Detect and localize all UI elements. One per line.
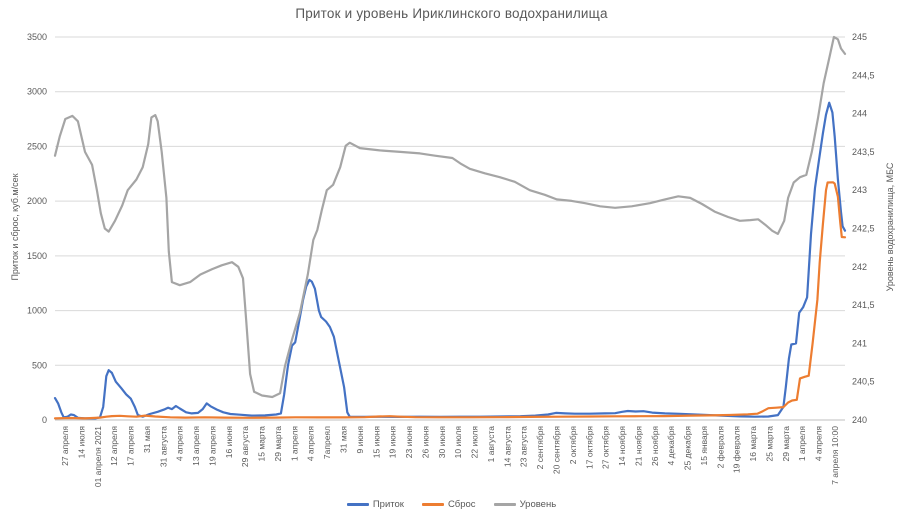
left-axis-tick-label: 1500 (27, 251, 47, 261)
left-axis-title: Приток и сброс, куб.м/сек (10, 173, 20, 281)
x-axis-tick-label: 31 августа (158, 426, 168, 467)
x-axis-tick-label: 17 октября (584, 426, 594, 469)
level-line-swatch (493, 503, 516, 506)
x-axis-tick-label: 25 марта (764, 426, 774, 462)
legend-label-inflow: Приток (372, 499, 404, 510)
x-axis-tick-label: 26 ноября (650, 426, 660, 466)
x-axis-tick-label: 2 февраля (715, 426, 725, 469)
x-axis-tick-label: 7апреял (322, 426, 332, 459)
series-line-Уровень (53, 35, 847, 399)
x-axis-tick-label: 14 августа (502, 426, 512, 467)
right-axis-title: Уровень водохранилища, МБС (885, 162, 895, 292)
x-axis-tick-label: 1 августа (486, 426, 496, 463)
x-axis-tick-label: 16 марта (748, 426, 758, 462)
x-axis-tick-label: 19 февраля (732, 426, 742, 473)
x-axis-tick-label: 25 декабря (683, 426, 693, 471)
x-axis-tick-label: 31 мая (142, 426, 152, 453)
x-axis-tick-label: 4 апреля (306, 426, 316, 462)
x-axis-tick-label: 21 ноября (633, 426, 643, 466)
x-axis-tick-label: 10 июля (453, 426, 463, 459)
x-axis-tick-label: 2 сентября (535, 426, 545, 470)
x-axis-tick-label: 01 апреля 2021 (93, 426, 103, 487)
x-axis-tick-label: 20 сентября (551, 426, 561, 474)
x-axis-tick-label: 12 апреля (109, 426, 119, 466)
right-axis-tick-label: 241 (852, 338, 867, 348)
legend-item-discharge: Сброс (421, 499, 476, 510)
x-axis-tick-label: 15 июня (371, 426, 381, 459)
x-axis-tick-label: 15 января (699, 426, 709, 466)
right-axis-tick-label: 242,5 (852, 224, 875, 234)
right-axis-tick-label: 241,5 (852, 300, 875, 310)
series-line-Приток (53, 101, 847, 420)
x-axis-tick-label: 4 апреля (175, 426, 185, 462)
inflow-line-swatch (346, 503, 369, 506)
discharge-line-swatch (421, 503, 444, 506)
right-axis-tick-label: 244,5 (852, 70, 875, 80)
x-axis-tick-label: 9 июня (355, 426, 365, 454)
left-axis-tick-label: 3500 (27, 32, 47, 42)
x-axis-tick-label: 1 апреля (797, 426, 807, 462)
legend-item-inflow: Приток (346, 499, 404, 510)
right-axis-tick-label: 244 (852, 109, 867, 119)
x-axis-tick-label: 2 октября (568, 426, 578, 465)
x-axis-tick-label: 1 апреля (289, 426, 299, 462)
x-axis-tick-label: 13 апреля (191, 426, 201, 466)
legend-label-discharge: Сброс (447, 499, 476, 510)
chart-title: Приток и уровень Ириклинского водохранил… (295, 6, 608, 21)
chart-legend: Приток Сброс Уровень (0, 499, 903, 510)
x-axis-tick-label: 4 апреля (814, 426, 824, 462)
left-axis-tick-label: 1000 (27, 306, 47, 316)
x-axis-tick-label: 14 ноября (617, 426, 627, 466)
x-axis-tick-label: 4 декабря (666, 426, 676, 466)
left-axis-tick-label: 0 (42, 415, 47, 425)
left-axis-tick-label: 500 (32, 360, 47, 370)
x-axis-tick-label: 19 апреля (207, 426, 217, 466)
x-axis-tick-label: 16 июня (224, 426, 234, 459)
x-axis-tick-label: 19 июня (388, 426, 398, 459)
right-axis-tick-label: 245 (852, 32, 867, 42)
x-axis-tick-label: 14 июля (76, 426, 86, 459)
x-axis-tick-label: 15 марта (257, 426, 267, 462)
x-axis-tick-label: 17 апреля (126, 426, 136, 466)
legend-label-level: Уровень (519, 499, 557, 510)
right-axis-tick-label: 242 (852, 262, 867, 272)
x-axis-tick-label: 26 июня (420, 426, 430, 459)
right-axis-tick-label: 240 (852, 415, 867, 425)
series-line-Сброс (53, 181, 847, 420)
left-axis-tick-label: 2000 (27, 196, 47, 206)
left-axis-tick-label: 2500 (27, 141, 47, 151)
legend-item-level: Уровень (493, 499, 557, 510)
left-axis-tick-label: 3000 (27, 87, 47, 97)
right-axis-tick-label: 243 (852, 185, 867, 195)
x-axis-tick-label: 29 марта (781, 426, 791, 462)
x-axis-tick-label: 23 июня (404, 426, 414, 459)
x-axis-tick-label: 23 августа (519, 426, 529, 467)
right-axis-tick-label: 240,5 (852, 377, 875, 387)
x-axis-tick-label: 31 мая (339, 426, 349, 453)
x-axis-tick-label: 27 апреля (60, 426, 70, 466)
plot-area: 0 500 1000 1500 2000 2500 3000 3500 240 240,5 241 2… (27, 32, 875, 487)
x-axis-tick-label: 22 июля (470, 426, 480, 459)
right-axis-tick-label: 243,5 (852, 147, 875, 157)
x-axis-tick-label: 29 августа (240, 426, 250, 467)
x-axis-tick-label: 29 марта (273, 426, 283, 462)
x-axis-tick-label: 7 апреля 10:00 (830, 426, 840, 485)
x-axis-tick-label: 30 июня (437, 426, 447, 459)
x-axis-tick-label: 27 октября (601, 426, 611, 469)
